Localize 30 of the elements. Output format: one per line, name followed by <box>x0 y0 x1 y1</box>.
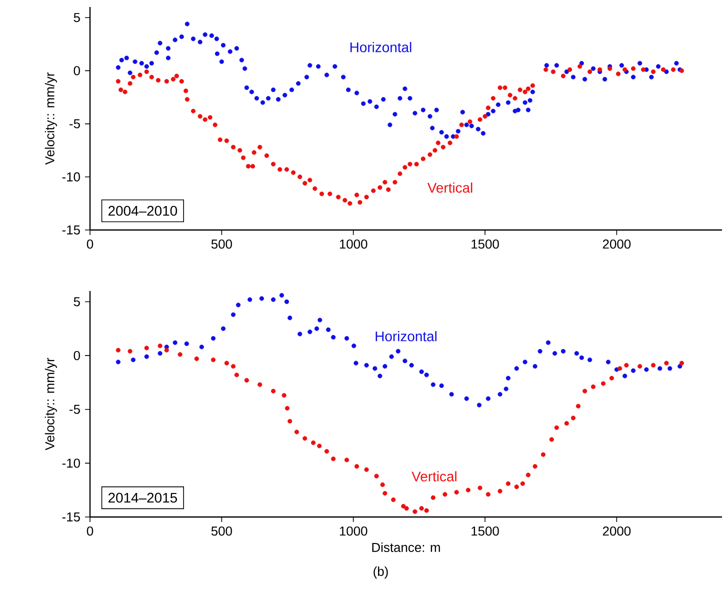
x-tick-label: 1000 <box>340 526 368 536</box>
y-tick-label: 0 <box>74 66 80 76</box>
annotation: 2004–2010 <box>108 206 178 216</box>
y-axis-title: Velocity:: mm/yr <box>44 72 57 165</box>
x-tick-label: 1000 <box>340 240 368 249</box>
x-axis-title: Distance: m <box>372 542 440 552</box>
y-tick-label: 0 <box>74 350 80 360</box>
x-tick-label: 1500 <box>472 526 499 536</box>
x-tick-label: 500 <box>211 240 232 249</box>
x-tick-label: 0 <box>86 240 94 249</box>
annotation: 2014–2015 <box>108 492 177 503</box>
y-tick-label: -10 <box>62 172 80 182</box>
x-tick-label: 2000 <box>602 526 631 536</box>
series-label: Vertical <box>427 182 472 193</box>
y-tick-label: -5 <box>70 119 80 128</box>
series-label: Horizontal <box>350 42 412 52</box>
y-tick-label: -5 <box>70 404 80 414</box>
x-tick-label: 2000 <box>602 240 631 249</box>
x-tick-label: 1500 <box>472 240 499 249</box>
series-label: Horizontal <box>376 331 436 342</box>
y-tick-label: -10 <box>62 458 80 468</box>
x-tick-label: 0 <box>86 526 94 536</box>
y-tick-label: -15 <box>62 225 80 234</box>
y-tick-label: 5 <box>74 13 80 22</box>
y-tick-label: -15 <box>62 512 80 522</box>
series-label: Vertical <box>412 471 456 482</box>
x-tick-label: 500 <box>211 526 232 536</box>
y-tick-label: 5 <box>74 297 80 306</box>
text: (b) <box>374 566 388 579</box>
y-axis-title: Velocity:: mm/yr <box>44 358 57 450</box>
